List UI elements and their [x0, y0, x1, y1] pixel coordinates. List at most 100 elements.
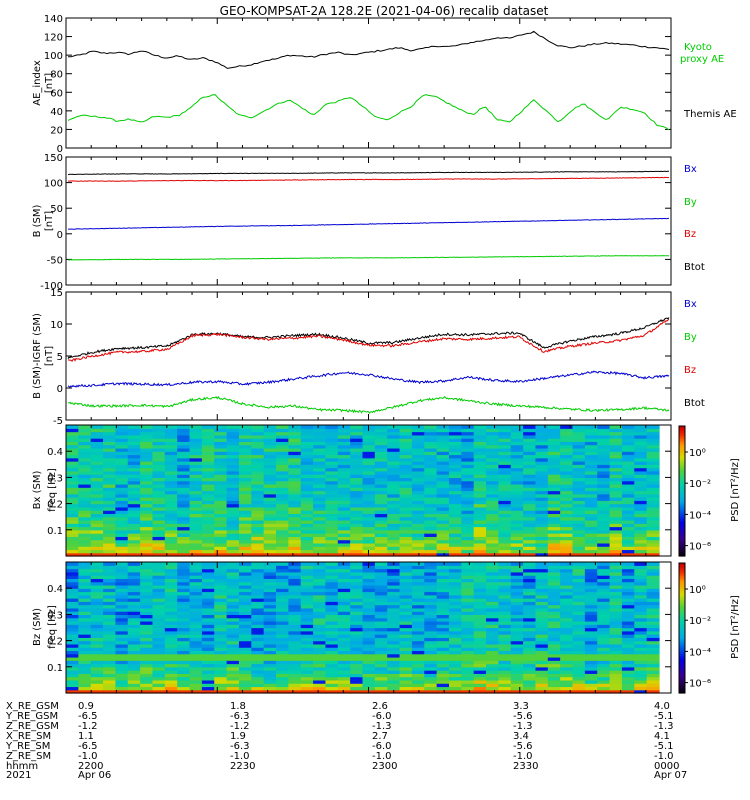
colorbar-swatch	[679, 658, 685, 662]
spectrogram-cell	[424, 689, 438, 694]
spectrogram-cell	[547, 637, 561, 642]
spectrogram-cell	[424, 529, 438, 534]
spectrogram-cell	[201, 431, 215, 436]
spectrogram-cell	[90, 643, 104, 648]
spectrogram-cell	[486, 533, 499, 537]
spectrogram-cell	[634, 497, 648, 501]
spectrogram-cell	[523, 627, 537, 632]
spectrogram-cell	[177, 513, 191, 518]
spectrogram-cell	[572, 634, 586, 638]
spectrogram-cell	[597, 536, 611, 541]
spectrogram-cell	[325, 562, 339, 566]
spectrogram-cell	[448, 562, 462, 566]
spectrogram-cell	[164, 510, 178, 515]
spectrogram-cell	[238, 676, 252, 681]
spectrogram-cell	[535, 670, 549, 674]
spectrogram-cell	[300, 506, 314, 511]
spectrogram-cell	[411, 431, 425, 436]
spectrogram-cell	[263, 516, 277, 521]
spectrogram-cell	[103, 656, 117, 661]
spectrogram-cell	[646, 601, 660, 606]
spectrogram-cell	[276, 444, 289, 449]
spectrogram-cell	[547, 431, 561, 436]
spectrogram-cell	[350, 519, 364, 524]
spectrogram-cell	[362, 519, 376, 524]
spectrogram-cell	[189, 624, 203, 629]
spectrogram-cell	[337, 578, 351, 583]
spectrogram-cell	[510, 578, 524, 583]
spectrogram-cell	[337, 487, 351, 492]
spectrogram-cell	[78, 454, 92, 459]
spectrogram-cell	[523, 683, 537, 688]
spectrogram-cell	[251, 536, 265, 541]
spectrogram-cell	[436, 588, 450, 593]
spectrogram-cell	[288, 444, 302, 449]
spectrogram-cell	[634, 444, 648, 449]
ephemeris-value: 2230	[230, 761, 255, 772]
spectrogram-cell	[387, 461, 401, 465]
spectrogram-cell	[535, 617, 549, 622]
spectrogram-cell	[584, 663, 598, 668]
spectrogram-cell	[90, 542, 104, 547]
spectrogram-cell	[646, 676, 660, 681]
spectrogram-cell	[374, 457, 388, 462]
spectrogram-cell	[325, 552, 339, 557]
spectrogram-cell	[448, 637, 462, 642]
spectrogram-cell	[646, 627, 660, 632]
spectrogram-cell	[646, 533, 660, 537]
spectrogram-cell	[300, 477, 314, 482]
spectrogram-cell	[214, 588, 228, 593]
spectrogram-cell	[572, 490, 586, 495]
spectrogram-cell	[399, 546, 413, 551]
spectrogram-cell	[201, 467, 215, 472]
spectrogram-cell	[238, 647, 252, 652]
spectrogram-cell	[78, 591, 92, 596]
spectrogram-cell	[535, 653, 549, 658]
spectrogram-cell	[498, 549, 512, 554]
spectrogram-cell	[609, 689, 623, 694]
spectrogram-cell	[140, 627, 154, 632]
spectrogram-cell	[140, 562, 154, 566]
spectrogram-cell	[350, 526, 364, 531]
spectrogram-cell	[510, 679, 524, 684]
colorbar-swatch	[679, 445, 685, 449]
spectrogram-cell	[387, 666, 401, 671]
spectrogram-cell	[634, 663, 648, 668]
spectrogram-cell	[411, 503, 425, 508]
spectrogram-cell	[411, 581, 425, 586]
ephemeris-value: 1.8	[230, 701, 246, 712]
spectrogram-cell	[424, 549, 438, 554]
spectrogram-cell	[461, 624, 475, 629]
ephemeris-value: -6.5	[78, 741, 98, 752]
colorbar-swatch	[679, 604, 685, 607]
spectrogram-cell	[325, 611, 339, 616]
spectrogram-cell	[78, 470, 92, 475]
spectrogram-cell	[226, 604, 240, 609]
spectrogram-cell	[362, 493, 376, 498]
spectrogram-cell	[78, 474, 92, 479]
spectrogram-cell	[634, 428, 648, 433]
spectrogram-cell	[523, 673, 537, 678]
spectrogram-cell	[300, 470, 314, 475]
spectrogram-cell	[498, 584, 512, 589]
spectrogram-cell	[646, 673, 660, 678]
spectrogram-cell	[325, 670, 339, 674]
spectrogram-cell	[127, 552, 141, 557]
spectrogram-cell	[152, 594, 166, 599]
spectrogram-cell	[374, 503, 388, 508]
spectrogram-cell	[127, 611, 141, 616]
spectrogram-cell	[201, 493, 215, 498]
colorbar-swatch	[679, 586, 685, 590]
spectrogram-cell	[263, 474, 277, 479]
spectrogram-cell	[609, 470, 623, 475]
spectrogram-cell	[523, 457, 537, 462]
spectrogram-cell	[362, 650, 376, 655]
spectrogram-cell	[103, 660, 117, 665]
spectrogram-cell	[424, 607, 438, 612]
spectrogram-cell	[103, 438, 117, 442]
spectrogram-cell	[448, 650, 462, 655]
spectrogram-cell	[300, 483, 314, 488]
spectrogram-cell	[78, 447, 92, 452]
spectrogram-cell	[584, 673, 598, 678]
colorbar-swatch	[679, 606, 685, 610]
